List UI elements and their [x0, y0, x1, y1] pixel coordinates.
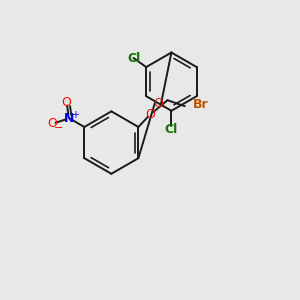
Text: O: O — [61, 96, 71, 109]
Text: O: O — [153, 98, 163, 110]
Text: −: − — [54, 123, 63, 133]
Text: Cl: Cl — [127, 52, 140, 64]
Text: Cl: Cl — [165, 123, 178, 136]
Text: N: N — [64, 112, 74, 124]
Text: O: O — [48, 117, 58, 130]
Text: O: O — [145, 108, 155, 121]
Text: Br: Br — [193, 98, 209, 111]
Text: +: + — [71, 110, 80, 120]
